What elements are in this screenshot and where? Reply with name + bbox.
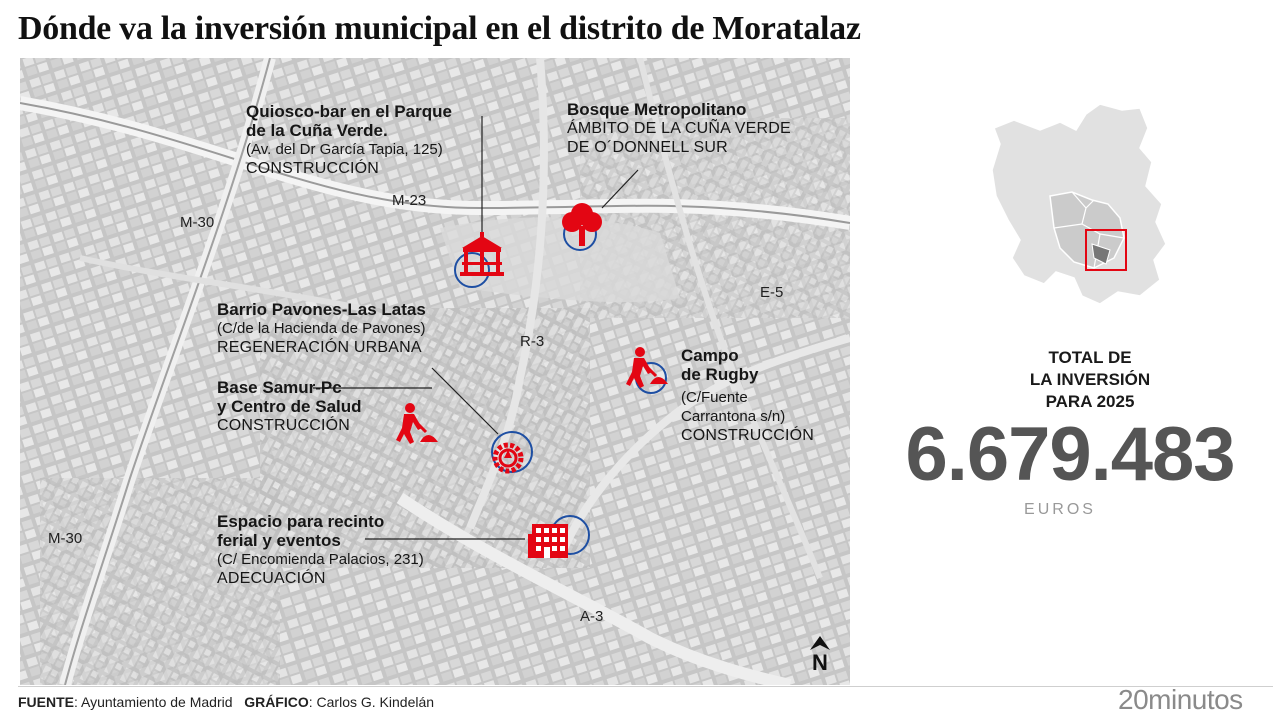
project-type: CONSTRUCCIÓN — [681, 427, 815, 444]
total-label-line: LA INVERSIÓN — [1029, 370, 1151, 389]
project-address: (Av. del Dr García Tapia, 125) — [246, 141, 443, 158]
total-label-line: TOTAL DE — [1048, 348, 1132, 367]
madrid-locator-map — [991, 103, 1167, 305]
project-type: REGENERACIÓN URBANA — [217, 339, 422, 356]
project-name: ferial y eventos — [217, 531, 341, 550]
building-icon[interactable] — [526, 512, 592, 564]
north-label: N — [812, 650, 828, 675]
map-background — [20, 58, 850, 685]
project-label-pavones: Barrio Pavones-Las Latas (C/de la Hacien… — [217, 300, 426, 357]
project-label-samur: Base Samur-Pc y Centro de Salud CONSTRUC… — [217, 378, 362, 435]
project-name: y Centro de Salud — [217, 397, 362, 416]
project-label-kiosk: Quiosco-bar en el Parque de la Cuña Verd… — [246, 102, 452, 178]
project-detail: ÁMBITO DE LA CUÑA VERDE — [567, 120, 791, 137]
worker-icon[interactable] — [622, 342, 674, 398]
project-type: CONSTRUCCIÓN — [217, 417, 351, 434]
road-label: M-30 — [180, 214, 215, 231]
road-label: M-30 — [48, 530, 83, 547]
project-type: ADECUACIÓN — [217, 570, 326, 587]
north-arrow: N — [808, 636, 832, 676]
project-label-forest: Bosque Metropolitano ÁMBITO DE LA CUÑA V… — [567, 100, 791, 157]
north-arrow-icon — [810, 636, 830, 650]
road-label: R-3 — [520, 333, 545, 350]
project-address: Carrantona s/n) — [681, 408, 786, 425]
road-label: E-5 — [760, 284, 784, 301]
project-name: Quiosco-bar en el Parque — [246, 102, 452, 121]
source-label: FUENTE — [18, 694, 74, 710]
regeneration-icon[interactable] — [490, 428, 550, 478]
footer-divider — [18, 686, 1273, 687]
project-label-rugby: Campo de Rugby (C/Fuente Carrantona s/n)… — [681, 346, 814, 445]
map-panel[interactable]: M-30 M-23 E-5 R-3 M-30 A-3 Quiosco-bar e… — [20, 58, 850, 685]
tree-icon[interactable] — [558, 200, 608, 255]
graphic-value: : Carlos G. Kindelán — [308, 694, 435, 710]
footer-credits: FUENTE: Ayuntamiento de Madrid GRÁFICO: … — [18, 694, 434, 710]
kiosk-icon[interactable] — [452, 230, 512, 290]
total-unit: EUROS — [1024, 501, 1096, 518]
project-label-fairground: Espacio para recinto ferial y eventos (C… — [217, 512, 424, 588]
project-detail: DE O´DONNELL SUR — [567, 139, 728, 156]
project-name: Espacio para recinto — [217, 512, 385, 531]
project-address: (C/de la Hacienda de Pavones) — [217, 320, 426, 337]
total-label: TOTAL DE LA INVERSIÓN PARA 2025 — [980, 347, 1200, 413]
project-name: de Rugby — [681, 365, 759, 384]
leader-lines — [313, 116, 639, 540]
project-type: CONSTRUCCIÓN — [246, 160, 380, 177]
project-address: (C/Fuente — [681, 389, 748, 406]
total-amount: 6.679.483 — [905, 412, 1235, 497]
project-name: Base Samur-Pc — [217, 378, 342, 397]
project-address: (C/ Encomienda Palacios, 231) — [217, 551, 424, 568]
graphic-label: GRÁFICO — [244, 694, 309, 710]
project-name: Campo — [681, 346, 739, 365]
project-name: Bosque Metropolitano — [567, 100, 747, 119]
source-value: : Ayuntamiento de Madrid — [74, 694, 233, 710]
brand-logo[interactable]: 20minutos — [1118, 684, 1243, 715]
total-label-line: PARA 2025 — [1045, 392, 1135, 411]
project-name: de la Cuña Verde. — [246, 121, 388, 140]
page-title: Dónde va la inversión municipal en el di… — [18, 10, 861, 47]
project-name: Barrio Pavones-Las Latas — [217, 300, 426, 319]
road-label: A-3 — [580, 608, 604, 625]
road-label: M-23 — [392, 192, 427, 209]
worker-icon[interactable] — [392, 398, 442, 448]
